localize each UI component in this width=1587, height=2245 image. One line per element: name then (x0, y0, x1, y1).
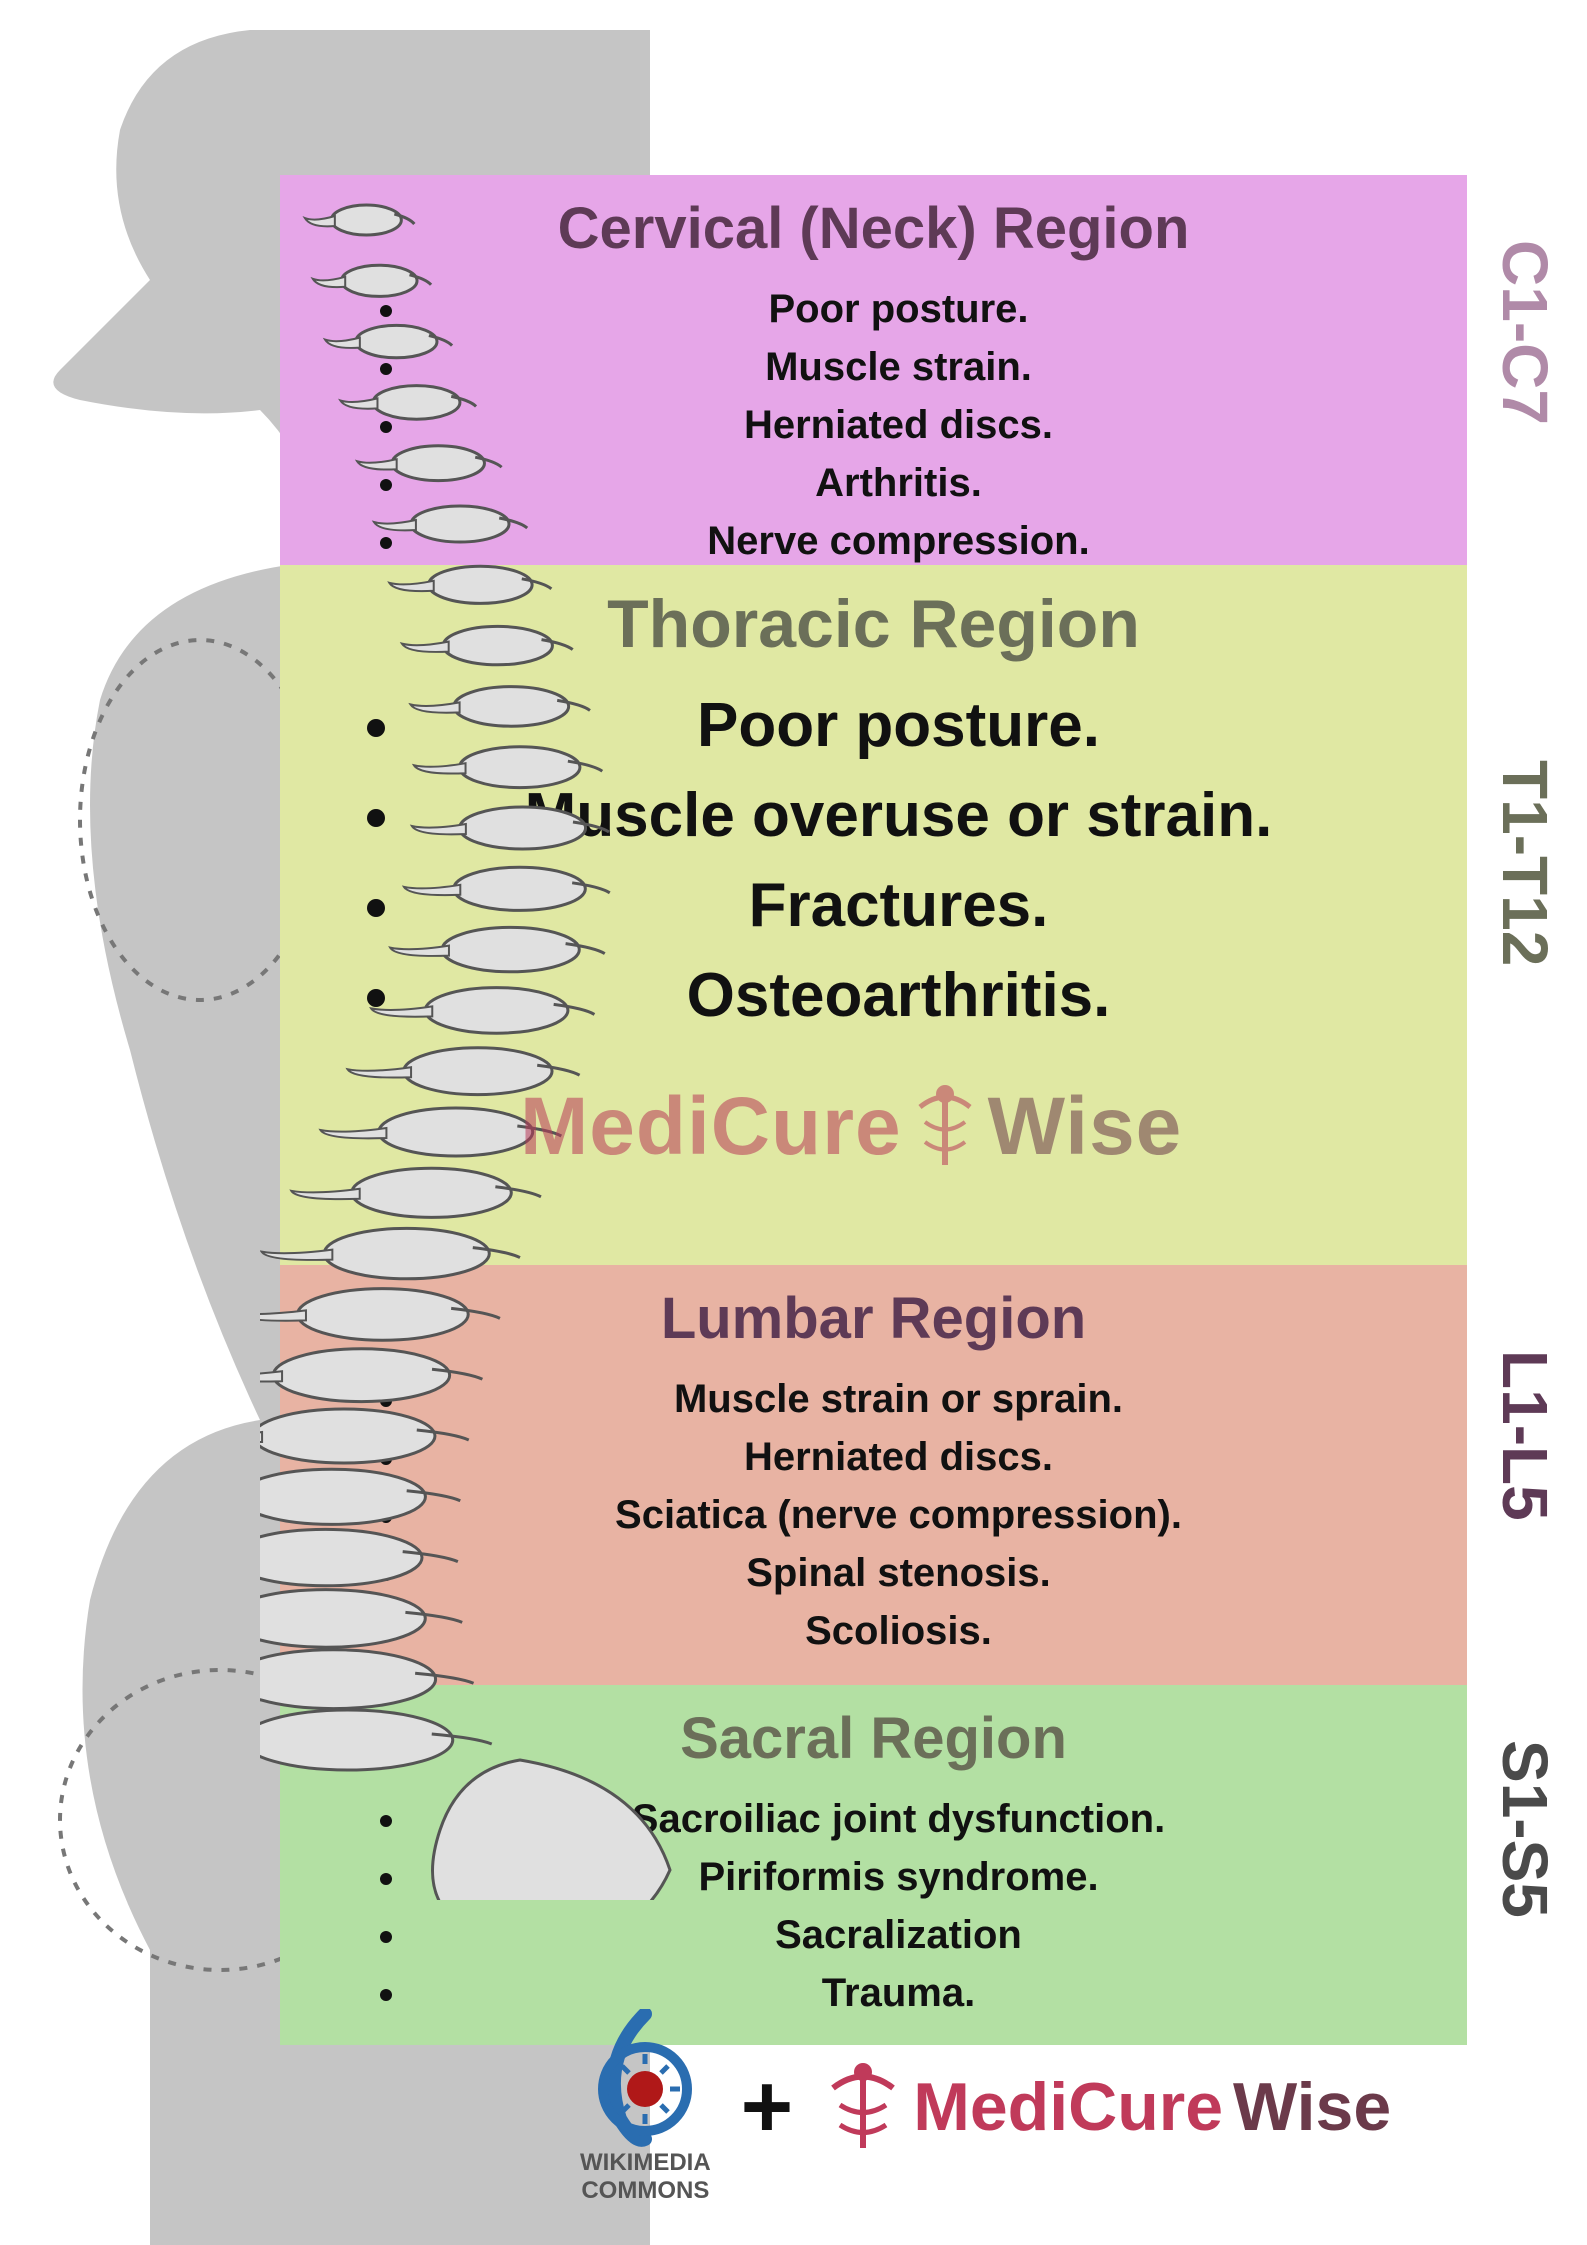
watermark-logo: MediCure Wise (520, 1080, 1182, 1174)
watermark-text-2: Wise (988, 1080, 1183, 1174)
vertebrae-label-thoracic: T1-T12 (1488, 760, 1562, 966)
wikimedia-label-1: WIKIMEDIA (580, 2149, 711, 2177)
caduceus-icon (910, 1082, 980, 1172)
watermark-text-1: MediCure (520, 1080, 902, 1174)
spine-illustration (260, 200, 700, 1900)
list-item: Sacralization (410, 1906, 1427, 1964)
medicure-text-1: MediCure (913, 2068, 1223, 2146)
vertebrae-label-sacral: S1-S5 (1488, 1740, 1562, 1918)
wikimedia-credit: WIKIMEDIA COMMONS (580, 2009, 711, 2205)
vertebrae-label-lumbar: L1-L5 (1488, 1350, 1562, 1521)
medicure-credit: MediCure Wise (823, 2060, 1391, 2155)
wikimedia-icon (580, 2009, 710, 2149)
caduceus-icon (823, 2060, 903, 2155)
plus-symbol: + (741, 2056, 794, 2159)
credits-bar: WIKIMEDIA COMMONS + MediCure Wise (580, 2009, 1391, 2205)
wikimedia-label-2: COMMONS (581, 2177, 709, 2205)
medicure-text-2: Wise (1233, 2068, 1391, 2146)
vertebrae-label-cervical: C1-C7 (1488, 240, 1562, 425)
